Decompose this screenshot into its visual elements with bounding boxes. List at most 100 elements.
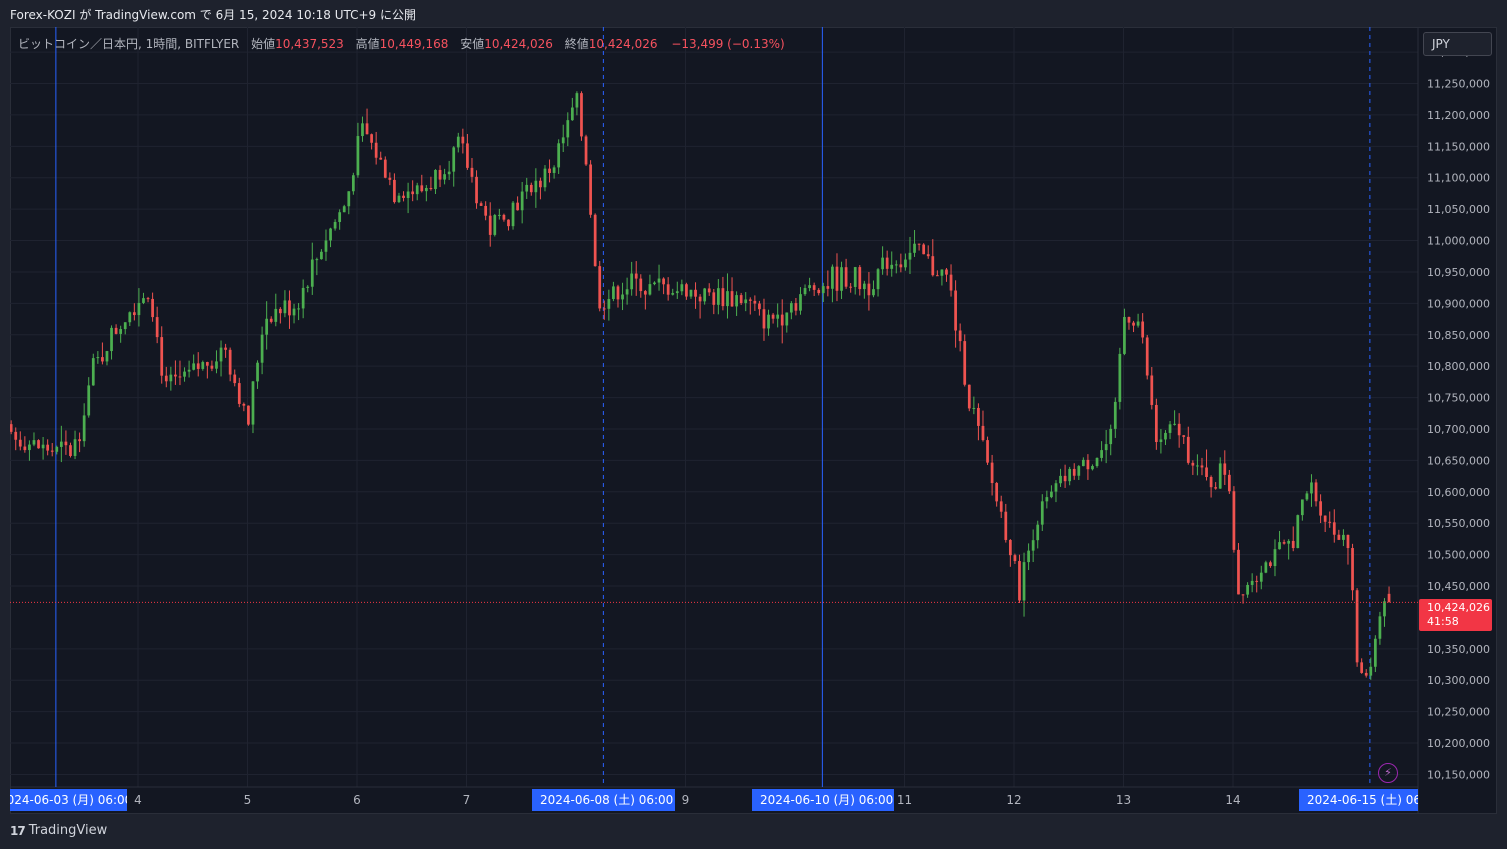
candle-body [561,137,565,144]
candle-body [1068,468,1072,482]
candle-body [1196,465,1199,467]
candle-body [552,167,556,173]
candle-body [1004,511,1008,540]
candle-body [87,385,91,416]
candle-body [1300,499,1304,516]
candle-body [1040,501,1044,525]
candle-body [648,284,652,295]
candle-body [570,107,574,121]
candle-body [1227,474,1231,492]
candle-body [1273,549,1277,567]
candle-body [543,168,547,188]
x-highlight-label-4: 2024-06-15 (土) 06:00 [1299,789,1418,811]
candle-body [780,314,784,326]
candle-body [940,269,944,276]
x-highlight-label-3: 2024-06-10 (月) 06:00 [752,789,894,811]
candle-body [32,440,36,445]
candle-body [721,288,725,307]
candle-body [187,369,191,372]
candle-body [1387,593,1391,603]
y-tick-label: 10,750,000 [1427,392,1490,405]
candle-body [251,381,255,425]
candle-body [566,120,570,138]
candle-body [872,289,875,296]
candle-body [1132,322,1135,326]
change-value: −13,499 (−0.13%) [671,37,785,51]
candle-body [397,195,401,203]
candle-body [758,303,761,310]
price-chart[interactable]: 10,150,000 10,200,000 10,250,000 10,300,000… [10,27,1497,814]
candle-body [671,293,675,295]
candle-body [247,405,250,425]
bottom-bar [0,814,1507,849]
candle-body [1214,487,1218,489]
candle-body [867,283,871,296]
x-tick-label: 7 [463,793,471,807]
y-tick-label: 11,100,000 [1427,172,1490,185]
candle-body [990,462,994,484]
symbol-label[interactable]: ビットコイン／日本円, 1時間, BITFLYER [18,37,240,51]
candle-body [849,286,853,288]
candle-body [789,303,793,313]
y-tick-label: 10,300,000 [1427,674,1490,687]
candle-body [1255,580,1259,582]
tradingview-branding[interactable]: 17 TradingView [10,823,107,838]
y-tick-label: 11,250,000 [1427,78,1490,91]
candle-body [1337,534,1341,540]
x-tick-label: 9 [682,793,690,807]
candle-body [949,274,953,291]
candle-body [415,185,419,195]
candle-body [132,312,136,316]
candle-body [689,289,693,297]
candle-body [1018,561,1021,601]
candle-body [1369,666,1373,676]
candle-body [639,278,643,292]
candle-body [306,286,310,288]
candle-body [539,180,542,188]
candle-body [598,266,602,309]
candle-body [201,362,205,369]
candle-body [1342,534,1345,540]
open-label: 始値 [251,37,276,51]
candle-body [69,445,72,456]
candle-body [484,205,488,216]
candle-body [1013,555,1017,562]
lightning-icon[interactable]: ⚡ [1378,763,1398,783]
candle-body [881,257,884,270]
candle-body [1164,432,1167,440]
candle-body [434,169,437,190]
candle-body [497,214,501,216]
candle-body [1123,317,1126,354]
candle-body [1360,662,1364,673]
x-tick-label: 13 [1116,793,1131,807]
candle-body [698,296,702,302]
candle-body [821,286,825,294]
candle-body [926,254,930,257]
y-tick-label: 11,200,000 [1427,109,1490,122]
x-highlight-label-1: 2024-06-03 (月) 06:00 [10,789,127,811]
candle-body [885,257,889,269]
candle-body [666,284,670,295]
candle-body [1232,491,1236,550]
candle-body [1351,548,1354,591]
y-tick-label: 10,150,000 [1427,768,1490,781]
candle-body [374,142,378,158]
last-price-tag: 10,424,026 41:58 [1419,599,1492,631]
candle-body [1136,321,1140,326]
candle-body [876,269,880,290]
currency-button[interactable]: JPY [1423,32,1492,56]
candle-body [1150,375,1154,405]
candle-body [735,295,738,307]
candle-body [315,259,319,261]
candle-body [333,221,337,229]
candle-body [963,341,967,385]
candle-body [388,177,392,180]
candle-body [767,314,770,329]
candle-body [739,295,743,304]
candle-body [1077,466,1081,476]
candle-body [320,251,323,260]
candle-body [1378,616,1382,639]
candle-body [529,184,533,193]
candle-body [803,288,807,295]
candle-body [361,123,364,137]
